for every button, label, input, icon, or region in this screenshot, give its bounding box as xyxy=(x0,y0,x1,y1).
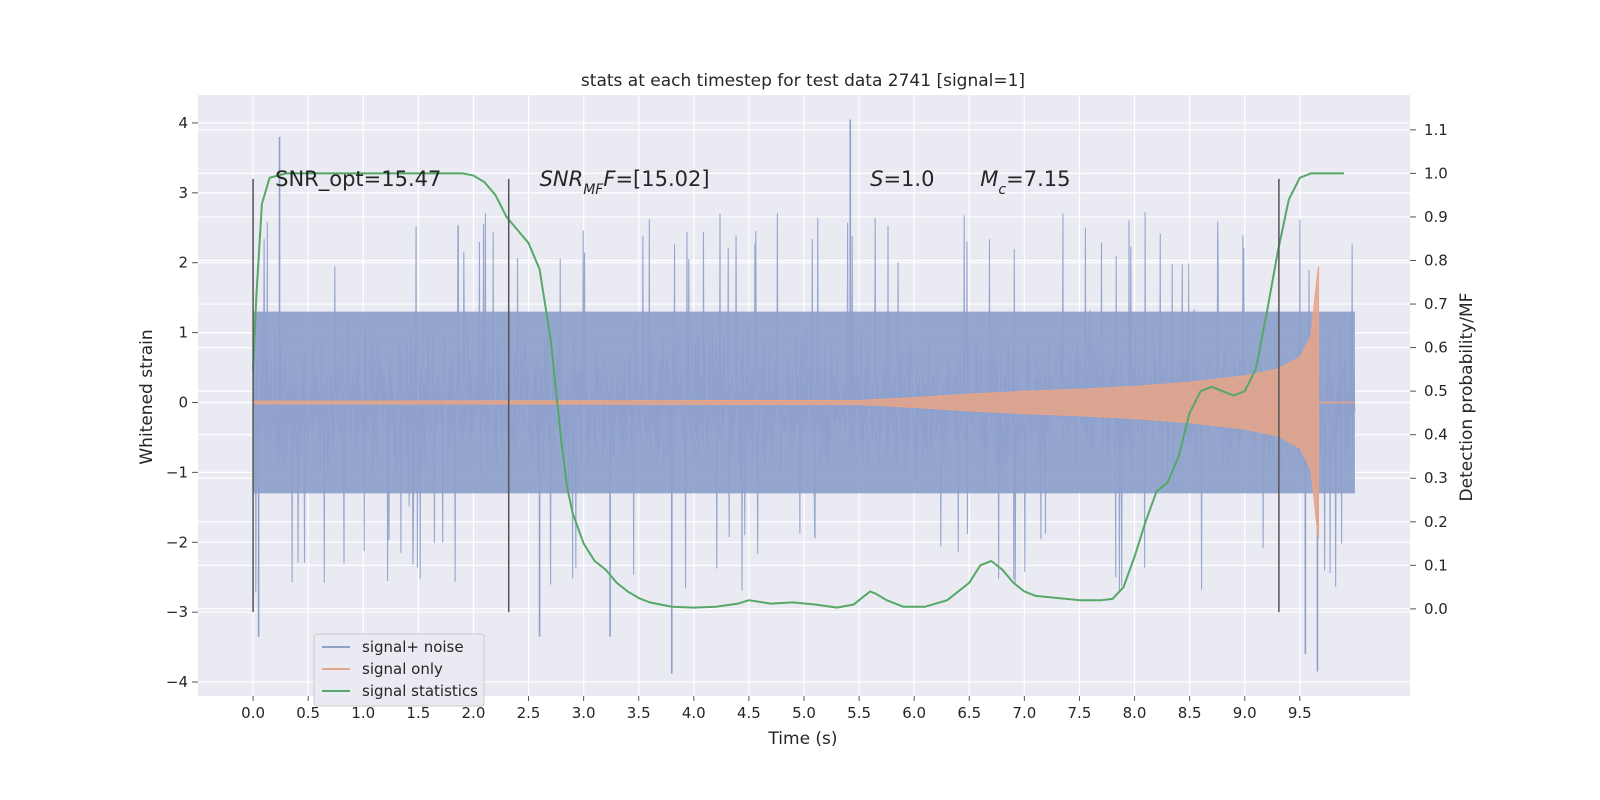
x-tick-label: 2.5 xyxy=(517,704,541,722)
x-tick-label: 7.0 xyxy=(1012,704,1036,722)
y-right-tick-label: 0.8 xyxy=(1424,251,1448,269)
y-right-axis-label: Detection probability/MF xyxy=(1457,293,1477,502)
legend-box xyxy=(313,633,485,707)
annotation-segment: =7.15 xyxy=(1006,167,1070,191)
annotation-segment: S xyxy=(870,167,883,191)
vertical-markers xyxy=(252,178,1280,613)
y-right-tick-label: 0.0 xyxy=(1424,600,1448,618)
annotation-segment: SNR_opt=15.47 xyxy=(275,167,441,192)
annotation-segment: =[15.02] xyxy=(615,167,709,191)
signal-envelope xyxy=(252,266,1320,539)
series-signal-only xyxy=(252,266,1355,539)
series-signal-statistics xyxy=(252,172,1344,609)
x-tick-label: 0.0 xyxy=(241,704,265,722)
legend-label-signal-only: signal only xyxy=(362,660,443,678)
x-tick-label: 9.0 xyxy=(1233,704,1257,722)
annotation-segment: MF xyxy=(583,182,604,198)
annotations: SNR_opt=15.47 SNRMFF=[15.02] S=1.0 Mc=7.15 xyxy=(275,167,1070,198)
legend-label-signal-statistics: signal statistics xyxy=(362,682,478,700)
annotation-snr-opt: SNR_opt=15.47 xyxy=(275,167,441,192)
annotation-snr-mf: SNRMFF=[15.02] xyxy=(540,167,710,198)
y-right-tick-label: 0.7 xyxy=(1424,295,1448,313)
x-tick-label: 3.5 xyxy=(627,704,651,722)
x-tick-label: 6.0 xyxy=(902,704,926,722)
y-tick-label: 1 xyxy=(178,324,188,342)
annotation-segment: M xyxy=(980,167,998,191)
x-tick-label: 5.5 xyxy=(847,704,871,722)
x-tick-label: 7.5 xyxy=(1068,704,1092,722)
x-tick-label: 1.5 xyxy=(406,704,430,722)
legend: signal+ noise signal only signal statist… xyxy=(313,633,485,707)
y-right-tick-label: 1.1 xyxy=(1424,121,1448,139)
annotation-mc-val: Mc=7.15 xyxy=(980,167,1070,198)
y-right-tick-label: 0.2 xyxy=(1424,513,1448,531)
x-tick-label: 8.5 xyxy=(1178,704,1202,722)
signal-statistics-line xyxy=(252,172,1344,609)
x-tick-label: 5.0 xyxy=(792,704,816,722)
x-tick-label: 3.0 xyxy=(572,704,596,722)
y-right-tick-label: 0.6 xyxy=(1424,339,1448,357)
legend-label-signal-plus-noise: signal+ noise xyxy=(362,638,464,656)
y-tick-label: −1 xyxy=(166,463,188,481)
annotation-s-val: S=1.0 xyxy=(870,167,934,191)
y-axis-ticks: −4 −3 −2 −1 0 1 2 3 4 xyxy=(166,114,198,691)
x-tick-label: 6.5 xyxy=(957,704,981,722)
y-right-tick-label: 0.9 xyxy=(1424,208,1448,226)
y-right-axis-ticks: 0.0 0.1 0.2 0.3 0.4 0.5 0.6 0.7 0.8 0.9 1.0 1.1 xyxy=(1410,121,1448,618)
x-tick-label: 4.0 xyxy=(682,704,706,722)
annotation-segment: =1.0 xyxy=(883,167,934,191)
x-tick-label: 9.5 xyxy=(1288,704,1312,722)
y-right-tick-label: 1.0 xyxy=(1424,164,1448,182)
x-tick-label: 2.0 xyxy=(462,704,486,722)
y-tick-label: 0 xyxy=(178,393,188,411)
y-tick-label: 4 xyxy=(178,114,188,132)
y-tick-label: 2 xyxy=(178,254,188,272)
x-axis-ticks: 0.0 0.5 1.0 1.5 2.0 2.5 3.0 3.5 4.0 4.5 5.0 5.5 6.0 6… xyxy=(241,696,1312,722)
y-right-tick-label: 0.5 xyxy=(1424,382,1448,400)
annotation-segment: F xyxy=(603,167,616,191)
x-tick-label: 4.5 xyxy=(737,704,761,722)
x-tick-label: 1.0 xyxy=(351,704,375,722)
annotation-segment: c xyxy=(998,182,1006,198)
y-right-tick-label: 0.4 xyxy=(1424,426,1448,444)
y-tick-label: −4 xyxy=(166,673,188,691)
y-right-tick-label: 0.3 xyxy=(1424,469,1448,487)
y-tick-label: −2 xyxy=(166,533,188,551)
y-right-tick-label: 0.1 xyxy=(1424,556,1448,574)
x-tick-label: 8.0 xyxy=(1123,704,1147,722)
chart-title: stats at each timestep for test data 274… xyxy=(581,71,1025,91)
annotation-segment: SNR xyxy=(540,167,584,191)
x-axis-label: Time (s) xyxy=(767,729,837,749)
y-tick-label: −3 xyxy=(166,603,188,621)
y-axis-label: Whitened strain xyxy=(137,329,157,464)
y-tick-label: 3 xyxy=(178,184,188,202)
x-tick-label: 0.5 xyxy=(296,704,320,722)
